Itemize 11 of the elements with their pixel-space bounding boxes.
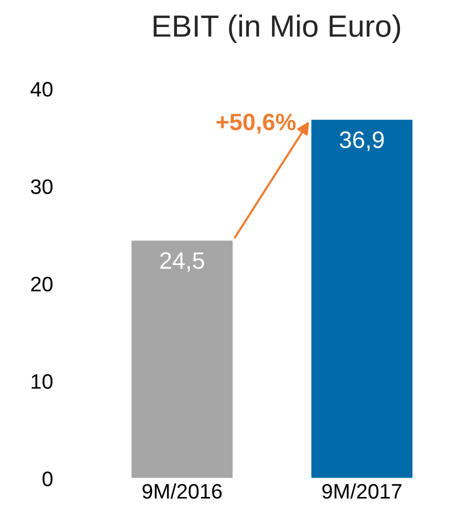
x-tick-label: 9M/2016 bbox=[142, 483, 222, 499]
chart-title: EBIT (in Mio Euro) bbox=[154, 14, 400, 43]
y-tick-label: 40 bbox=[30, 82, 52, 97]
y-tick-label: 20 bbox=[31, 276, 52, 292]
y-tick-label: 0 bbox=[42, 472, 52, 486]
x-tick-label: 9M/2017 bbox=[322, 483, 402, 499]
data-label: 24,5 bbox=[160, 252, 204, 272]
annotation: +50,6% bbox=[216, 114, 296, 134]
data-label: 36,9 bbox=[340, 131, 384, 151]
y-tick-label: 30 bbox=[30, 179, 52, 194]
y-tick-label: 10 bbox=[32, 374, 52, 389]
